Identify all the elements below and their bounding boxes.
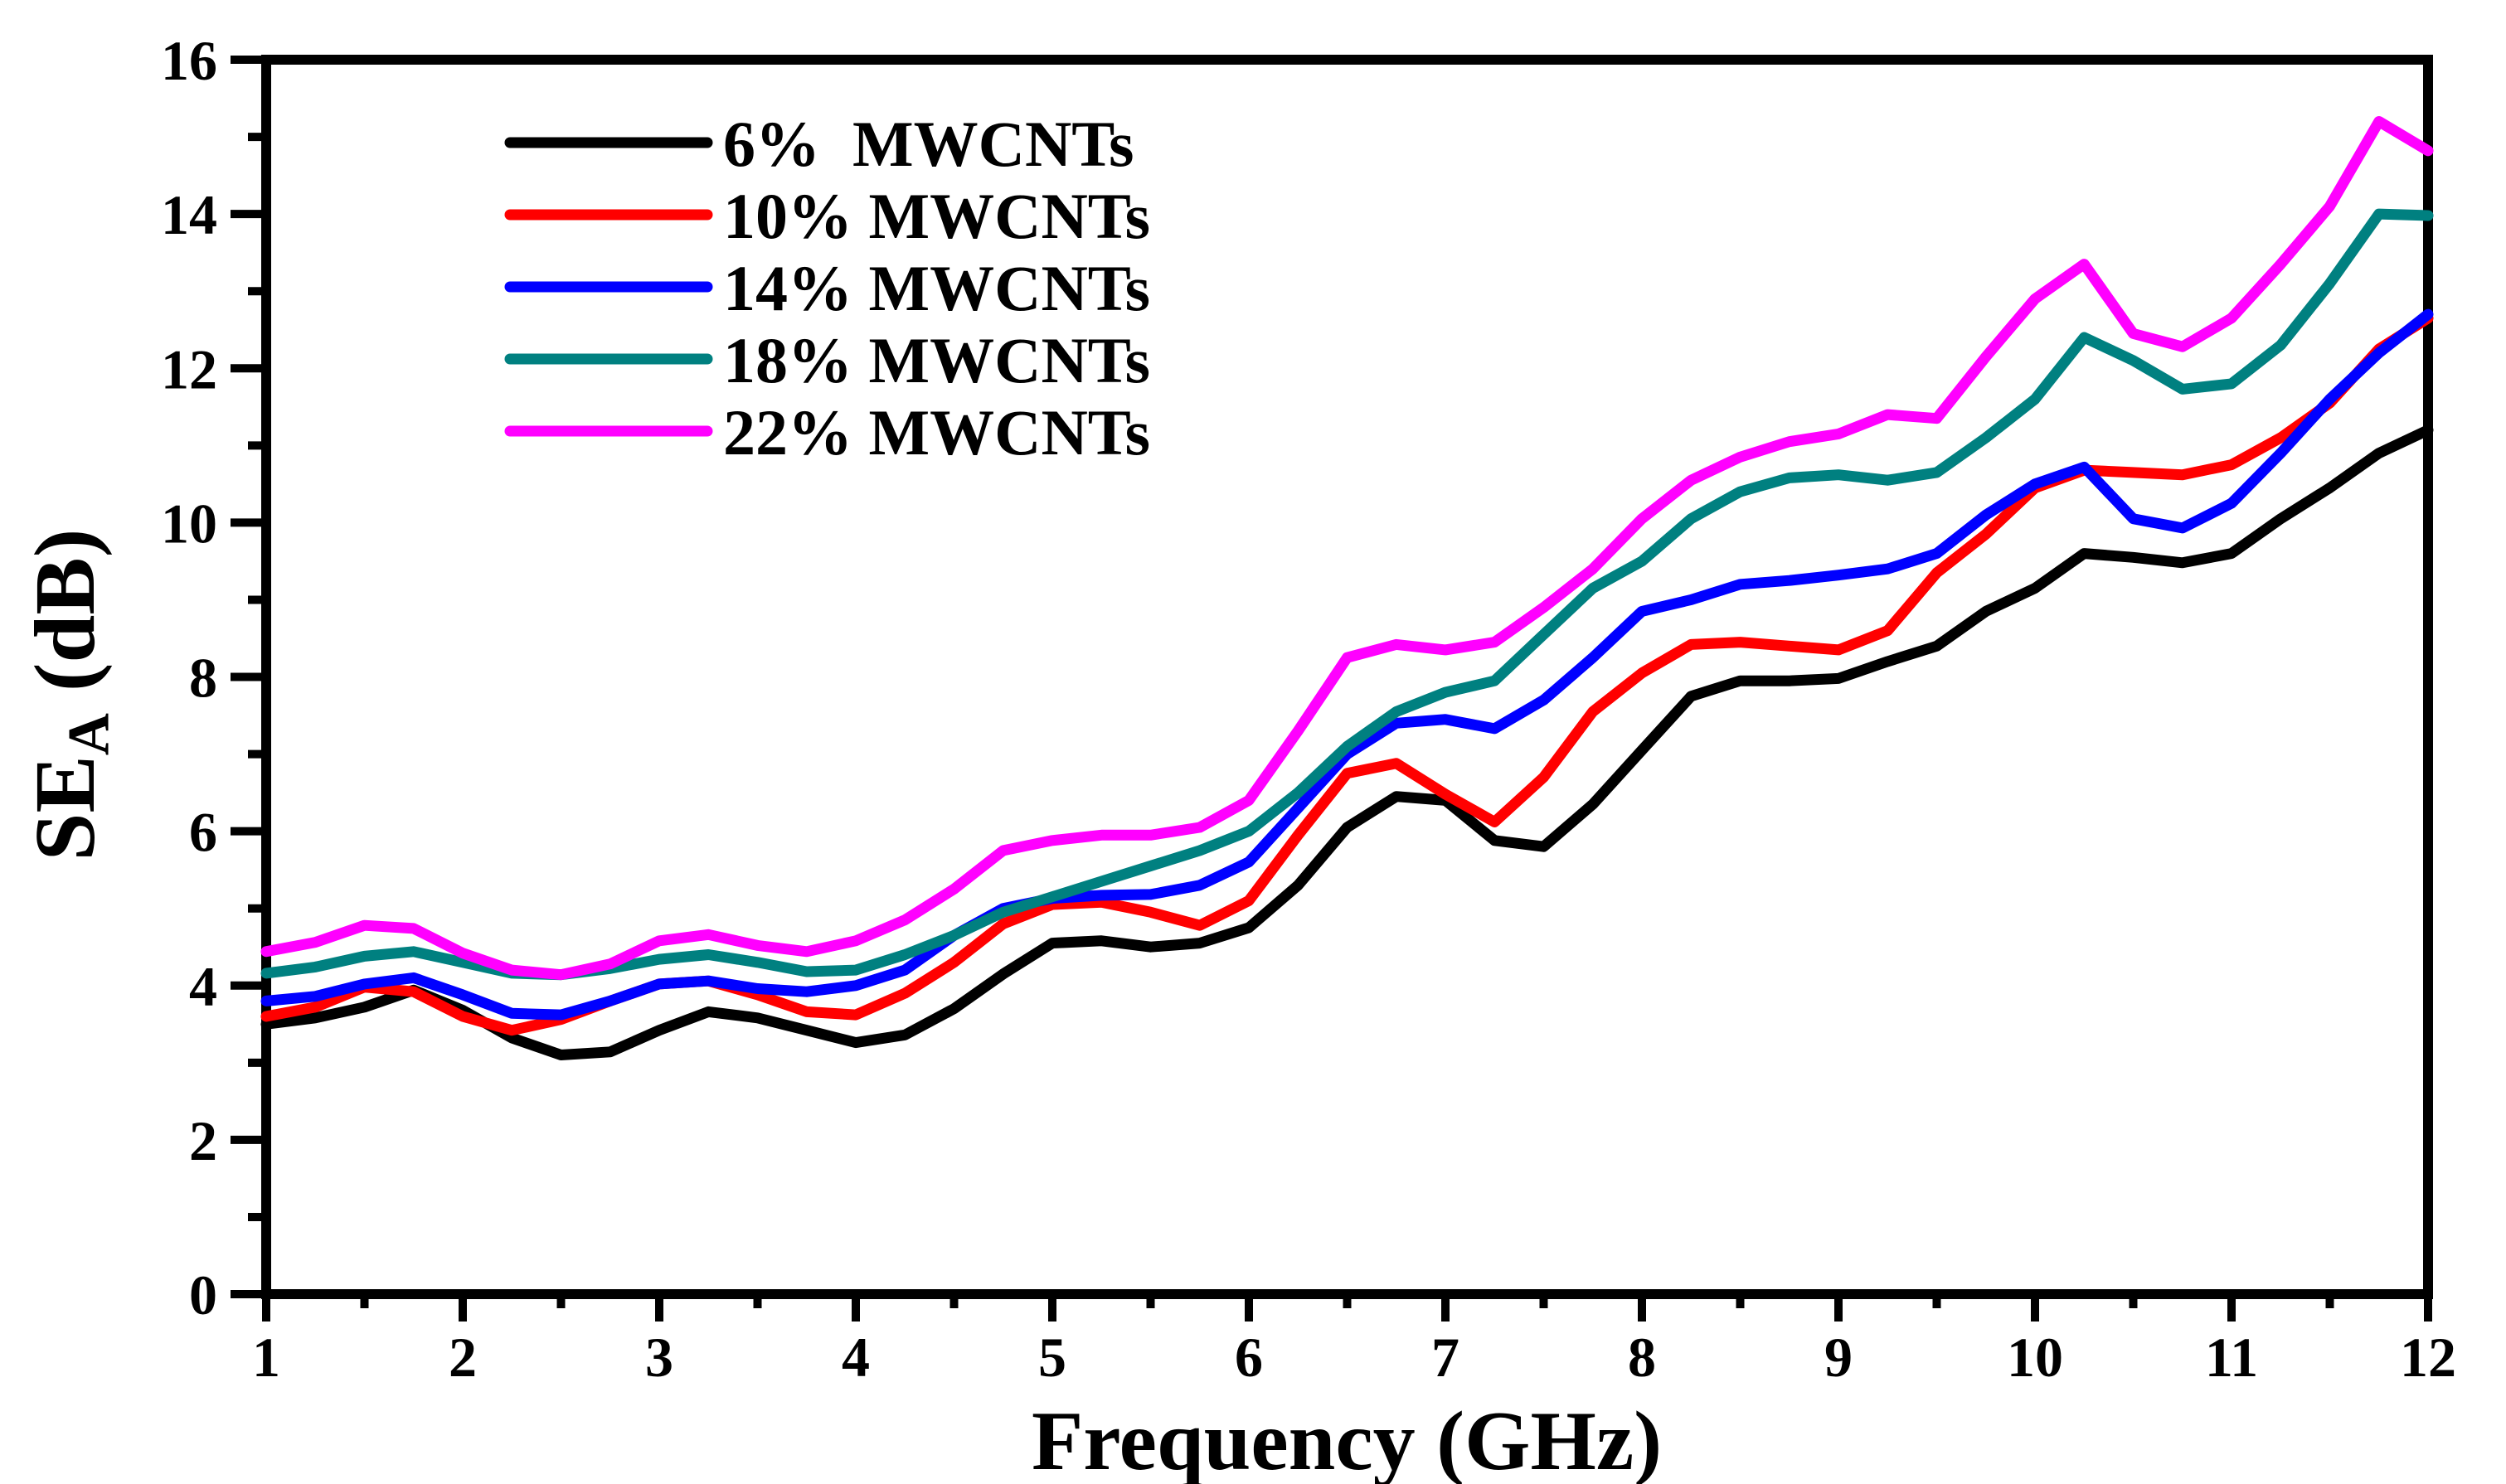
x-tick-label: 11 <box>2205 1326 2258 1389</box>
y-tick-label: 10 <box>161 492 217 555</box>
y-axis-title-main: SE <box>17 755 113 861</box>
plot-frame-box <box>261 55 2433 1299</box>
y-axis-title-unit: (dB) <box>17 528 113 714</box>
data-series-lines <box>260 116 2434 1060</box>
series-line-1 <box>260 424 2434 1060</box>
x-tick-label: 8 <box>1628 1326 1656 1389</box>
legend-label: 22% MWCNTs <box>723 396 1150 468</box>
legend-item: 14% MWCNTs <box>504 252 1150 324</box>
series-line-4 <box>260 208 2434 981</box>
y-tick-label: 0 <box>189 1263 217 1326</box>
y-axis-title-subscript: A <box>56 713 122 756</box>
x-tick-label: 9 <box>1824 1326 1853 1389</box>
x-tick-label: 10 <box>2007 1326 2063 1389</box>
legend-item: 22% MWCNTs <box>504 396 1150 468</box>
legend-item: 6% MWCNTs <box>504 108 1134 180</box>
legend-item: 10% MWCNTs <box>504 180 1150 252</box>
x-tick-label: 2 <box>449 1326 477 1389</box>
series-line-2 <box>260 313 2434 1036</box>
y-tick-label: 2 <box>189 1109 217 1172</box>
x-tick-label: 12 <box>2400 1326 2456 1389</box>
legend-label: 14% MWCNTs <box>723 252 1150 324</box>
y-tick-label: 4 <box>189 955 217 1018</box>
series-line-3 <box>260 308 2434 1021</box>
y-tick-label: 16 <box>161 29 217 92</box>
series-line-5 <box>260 116 2434 981</box>
x-tick-label: 6 <box>1235 1326 1263 1389</box>
x-tick-label: 4 <box>842 1326 870 1389</box>
y-tick-label: 14 <box>161 183 217 246</box>
x-tick-label: 3 <box>645 1326 673 1389</box>
x-axis-title: Frequency (GHz) <box>1031 1394 1663 1484</box>
axis-ticks <box>231 56 2432 1322</box>
legend-label: 6% MWCNTs <box>723 108 1134 180</box>
plot-frame <box>261 55 2433 1299</box>
x-tick-label: 5 <box>1038 1326 1066 1389</box>
legend-label: 10% MWCNTs <box>723 180 1150 252</box>
legend-item: 18% MWCNTs <box>504 324 1150 396</box>
x-tick-label: 7 <box>1431 1326 1459 1389</box>
x-tick-label: 1 <box>252 1326 280 1389</box>
y-tick-label: 6 <box>189 801 217 864</box>
legend-label: 18% MWCNTs <box>723 324 1150 396</box>
y-axis-title: SEA (dB) <box>17 529 122 861</box>
y-tick-label: 12 <box>161 337 217 400</box>
y-tick-label: 8 <box>189 647 217 710</box>
